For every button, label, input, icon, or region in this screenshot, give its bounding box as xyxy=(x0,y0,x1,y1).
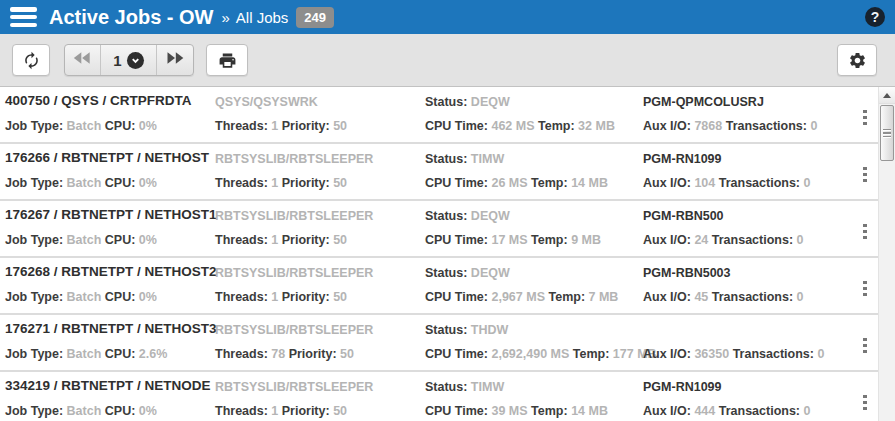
job-list: 400750 / QSYS / CRTPFRDTA QSYS/QSYSWRK S… xyxy=(0,87,878,421)
job-cputime-and-temp: CPU Time: 17 MS Temp: 9 MB xyxy=(425,233,643,256)
print-button[interactable] xyxy=(206,44,248,76)
job-row[interactable]: 400750 / QSYS / CRTPFRDTA QSYS/QSYSWRK S… xyxy=(0,87,878,144)
help-icon[interactable]: ? xyxy=(865,7,885,27)
job-auxio-and-transactions: Aux I/O: 7868 Transactions: 0 xyxy=(643,119,852,142)
fast-forward-icon xyxy=(165,50,185,70)
job-row[interactable]: 176271 / RBTNETPT / NETHOST3 RBTSYSLIB/R… xyxy=(0,315,878,372)
job-program: PGM-RBN5003 xyxy=(643,264,852,290)
job-program: PGM-RBN500 xyxy=(643,207,852,233)
job-status: Status: DEQW xyxy=(425,93,643,119)
chevron-down-circle-icon xyxy=(127,52,144,69)
toolbar: 1 xyxy=(0,34,895,87)
printer-icon xyxy=(218,51,237,70)
pagination-control: 1 xyxy=(64,44,194,76)
row-actions-menu-icon[interactable] xyxy=(859,391,871,415)
job-count-badge: 249 xyxy=(296,7,334,28)
previous-page-button[interactable] xyxy=(65,45,101,75)
job-program: PGM-RN1099 xyxy=(643,150,852,176)
page-number: 1 xyxy=(113,52,121,69)
breadcrumb-separator: » xyxy=(221,9,229,26)
job-threads-and-priority: Threads: 1 Priority: 50 xyxy=(215,290,425,313)
row-actions-menu-icon[interactable] xyxy=(859,163,871,187)
job-subsystem: RBTSYSLIB/RBTSLEEPER xyxy=(215,150,425,176)
scrollbar-thumb[interactable] xyxy=(880,105,894,161)
job-type-and-cpu: Job Type: Batch CPU: 0% xyxy=(5,176,215,199)
settings-button[interactable] xyxy=(837,44,877,76)
row-actions-menu-icon[interactable] xyxy=(859,106,871,130)
job-row[interactable]: 334219 / RBTNETPT / NETNODE RBTSYSLIB/RB… xyxy=(0,372,878,421)
job-status: Status: TIMW xyxy=(425,378,643,404)
scroll-up-arrow-icon[interactable] xyxy=(879,87,895,104)
job-row[interactable]: 176267 / RBTNETPT / NETHOST1 RBTSYSLIB/R… xyxy=(0,201,878,258)
job-id: 176271 / RBTNETPT / NETHOST3 xyxy=(5,321,215,347)
job-threads-and-priority: Threads: 1 Priority: 50 xyxy=(215,176,425,199)
job-id: 400750 / QSYS / CRTPFRDTA xyxy=(5,93,215,119)
job-status: Status: DEQW xyxy=(425,264,643,290)
job-auxio-and-transactions: Aux I/O: 444 Transactions: 0 xyxy=(643,404,852,421)
row-actions-menu-icon[interactable] xyxy=(859,220,871,244)
header-bar: Active Jobs - OW » All Jobs 249 ? xyxy=(0,0,895,34)
job-status: Status: TIMW xyxy=(425,150,643,176)
next-page-button[interactable] xyxy=(157,45,193,75)
job-row[interactable]: 176268 / RBTNETPT / NETHOST2 RBTSYSLIB/R… xyxy=(0,258,878,315)
job-cputime-and-temp: CPU Time: 2,967 MS Temp: 7 MB xyxy=(425,290,643,313)
job-auxio-and-transactions: Aux I/O: 45 Transactions: 0 xyxy=(643,290,852,313)
job-id: 334219 / RBTNETPT / NETNODE xyxy=(5,378,215,404)
job-program: PGM-RN1099 xyxy=(643,378,852,404)
job-auxio-and-transactions: Aux I/O: 24 Transactions: 0 xyxy=(643,233,852,256)
job-program: PGM-QPMCOLUSRJ xyxy=(643,93,852,119)
job-subsystem: QSYS/QSYSWRK xyxy=(215,93,425,119)
row-actions-menu-icon[interactable] xyxy=(859,334,871,358)
gear-icon xyxy=(848,51,867,70)
job-threads-and-priority: Threads: 1 Priority: 50 xyxy=(215,119,425,142)
job-type-and-cpu: Job Type: Batch CPU: 0% xyxy=(5,233,215,256)
hamburger-menu-icon[interactable] xyxy=(10,7,37,27)
job-status: Status: DEQW xyxy=(425,207,643,233)
vertical-scrollbar[interactable] xyxy=(878,87,895,421)
job-status: Status: THDW xyxy=(425,321,643,347)
job-cputime-and-temp: CPU Time: 39 MS Temp: 14 MB xyxy=(425,404,643,421)
job-cputime-and-temp: CPU Time: 2,692,490 MS Temp: 177 MB xyxy=(425,347,643,370)
job-type-and-cpu: Job Type: Batch CPU: 0% xyxy=(5,119,215,142)
refresh-button[interactable] xyxy=(12,44,50,76)
job-id: 176268 / RBTNETPT / NETHOST2 xyxy=(5,264,215,290)
page-selector[interactable]: 1 xyxy=(101,45,157,75)
job-type-and-cpu: Job Type: Batch CPU: 0% xyxy=(5,404,215,421)
job-type-and-cpu: Job Type: Batch CPU: 2.6% xyxy=(5,347,215,370)
job-auxio-and-transactions: Aux I/O: 104 Transactions: 0 xyxy=(643,176,852,199)
job-subsystem: RBTSYSLIB/RBTSLEEPER xyxy=(215,378,425,404)
job-subsystem: RBTSYSLIB/RBTSLEEPER xyxy=(215,264,425,290)
job-type-and-cpu: Job Type: Batch CPU: 0% xyxy=(5,290,215,313)
job-program xyxy=(643,321,852,347)
job-cputime-and-temp: CPU Time: 26 MS Temp: 14 MB xyxy=(425,176,643,199)
job-subsystem: RBTSYSLIB/RBTSLEEPER xyxy=(215,207,425,233)
app-window: Active Jobs - OW » All Jobs 249 ? 1 xyxy=(0,0,895,421)
job-row[interactable]: 176266 / RBTNETPT / NETHOST RBTSYSLIB/RB… xyxy=(0,144,878,201)
refresh-icon xyxy=(22,51,41,70)
job-threads-and-priority: Threads: 1 Priority: 50 xyxy=(215,233,425,256)
job-auxio-and-transactions: Aux I/O: 36350 Transactions: 0 xyxy=(643,347,852,370)
job-subsystem: RBTSYSLIB/RBTSLEEPER xyxy=(215,321,425,347)
job-threads-and-priority: Threads: 1 Priority: 50 xyxy=(215,404,425,421)
job-cputime-and-temp: CPU Time: 462 MS Temp: 32 MB xyxy=(425,119,643,142)
page-title: Active Jobs - OW xyxy=(49,6,213,29)
rewind-icon xyxy=(73,50,93,70)
job-threads-and-priority: Threads: 78 Priority: 50 xyxy=(215,347,425,370)
breadcrumb-subtitle: All Jobs xyxy=(236,9,289,26)
job-id: 176267 / RBTNETPT / NETHOST1 xyxy=(5,207,215,233)
row-actions-menu-icon[interactable] xyxy=(859,277,871,301)
job-id: 176266 / RBTNETPT / NETHOST xyxy=(5,150,215,176)
